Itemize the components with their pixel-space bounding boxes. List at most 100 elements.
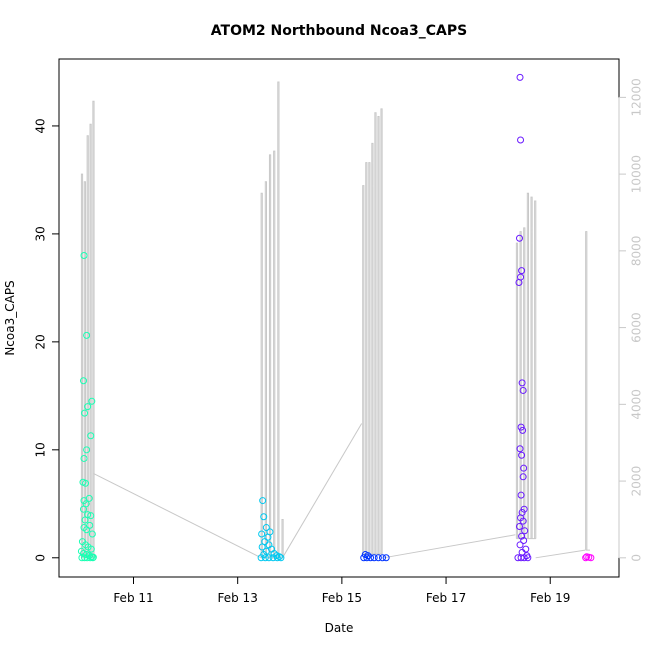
data-point	[265, 554, 273, 562]
y2-tick-label: 12000	[630, 78, 644, 116]
data-point	[517, 136, 525, 144]
data-point	[81, 516, 89, 524]
data-point	[261, 554, 269, 562]
secondary-connector-line	[535, 549, 586, 559]
data-point	[83, 526, 91, 534]
data-point	[360, 554, 368, 562]
data-point	[258, 543, 266, 551]
data-point	[257, 554, 265, 562]
y-tick-label: 20	[34, 334, 48, 349]
data-point	[518, 267, 526, 275]
secondary-spike-group	[585, 231, 588, 551]
data-point	[80, 454, 88, 462]
data-point	[516, 522, 524, 530]
points-layer	[77, 73, 595, 562]
data-point	[516, 541, 524, 549]
data-point	[82, 479, 90, 487]
secondary-connector-line	[282, 423, 363, 559]
data-point	[83, 331, 91, 339]
data-point	[86, 554, 94, 562]
secondary-connector-line	[383, 534, 516, 559]
data-point	[259, 497, 267, 505]
data-point	[88, 397, 96, 405]
data-point	[84, 403, 92, 411]
data-point	[518, 532, 526, 540]
data-point	[84, 511, 92, 519]
y2-tick-label: 8000	[630, 236, 644, 267]
x-tick-label: Feb 15	[322, 591, 362, 605]
data-point	[258, 530, 266, 538]
chart-title: ATOM2 Northbound Ncoa3_CAPS	[211, 23, 467, 39]
data-point	[378, 554, 386, 562]
secondary-connector-line	[93, 472, 262, 559]
x-tick-label: Feb 13	[218, 591, 258, 605]
y-tick-label: 10	[34, 442, 48, 457]
data-point	[80, 251, 88, 259]
data-point	[519, 473, 527, 481]
data-point	[78, 554, 86, 562]
y-tick-label: 40	[34, 118, 48, 133]
y2-tick-label: 2000	[630, 466, 644, 497]
data-point	[516, 445, 524, 453]
y2-tick-label: 10000	[630, 155, 644, 193]
data-point	[87, 512, 95, 520]
data-point	[88, 530, 96, 538]
data-point	[81, 409, 89, 417]
y-tick-label: 0	[34, 554, 48, 562]
secondary-spike-group	[515, 192, 537, 539]
data-point	[517, 554, 525, 562]
x-axis-label: Date	[325, 621, 354, 635]
data-point	[517, 491, 525, 499]
data-point	[521, 527, 529, 535]
axes-layer: 0 10 20 30 40 0 2000 4000 6000 8000 10000 12000 Feb …	[34, 78, 644, 605]
data-point	[370, 554, 378, 562]
x-tick-label: Feb 17	[426, 591, 466, 605]
data-point	[374, 554, 382, 562]
data-point	[520, 554, 528, 562]
data-point	[277, 554, 285, 562]
data-point	[522, 545, 530, 553]
secondary-spike-group	[362, 108, 383, 554]
y-tick-label: 30	[34, 226, 48, 241]
y2-tick-label: 4000	[630, 389, 644, 420]
data-point	[516, 234, 524, 242]
secondary-spike-group	[80, 100, 95, 558]
data-point	[77, 547, 85, 555]
y-axis-label: Ncoa3_CAPS	[3, 280, 17, 355]
data-point	[515, 278, 523, 286]
data-point	[273, 554, 281, 562]
data-point	[89, 554, 97, 562]
data-point	[382, 554, 390, 562]
data-point	[87, 432, 95, 440]
data-point	[269, 554, 277, 562]
data-point	[524, 554, 532, 562]
data-point	[367, 554, 375, 562]
secondary-spike-group	[260, 81, 284, 558]
data-point	[82, 500, 90, 508]
data-point	[518, 451, 526, 459]
data-point	[516, 73, 524, 81]
data-point	[519, 517, 527, 525]
data-point	[79, 505, 87, 513]
data-point	[260, 513, 268, 521]
data-point	[262, 524, 270, 532]
data-point	[518, 379, 526, 387]
data-point	[519, 386, 527, 394]
data-point	[87, 545, 95, 553]
data-point	[363, 554, 371, 562]
secondary-series-layer	[80, 81, 590, 559]
data-point	[520, 464, 528, 472]
x-tick-label: Feb 19	[530, 591, 570, 605]
data-point	[79, 377, 87, 385]
x-tick-label: Feb 11	[113, 591, 153, 605]
data-point	[517, 423, 525, 431]
data-point	[520, 537, 528, 545]
data-point	[519, 426, 527, 434]
data-point	[264, 533, 272, 541]
data-point	[83, 446, 91, 454]
data-point	[582, 554, 590, 562]
y2-tick-label: 0	[630, 554, 644, 562]
data-point	[587, 554, 595, 562]
y2-tick-label: 6000	[630, 312, 644, 343]
